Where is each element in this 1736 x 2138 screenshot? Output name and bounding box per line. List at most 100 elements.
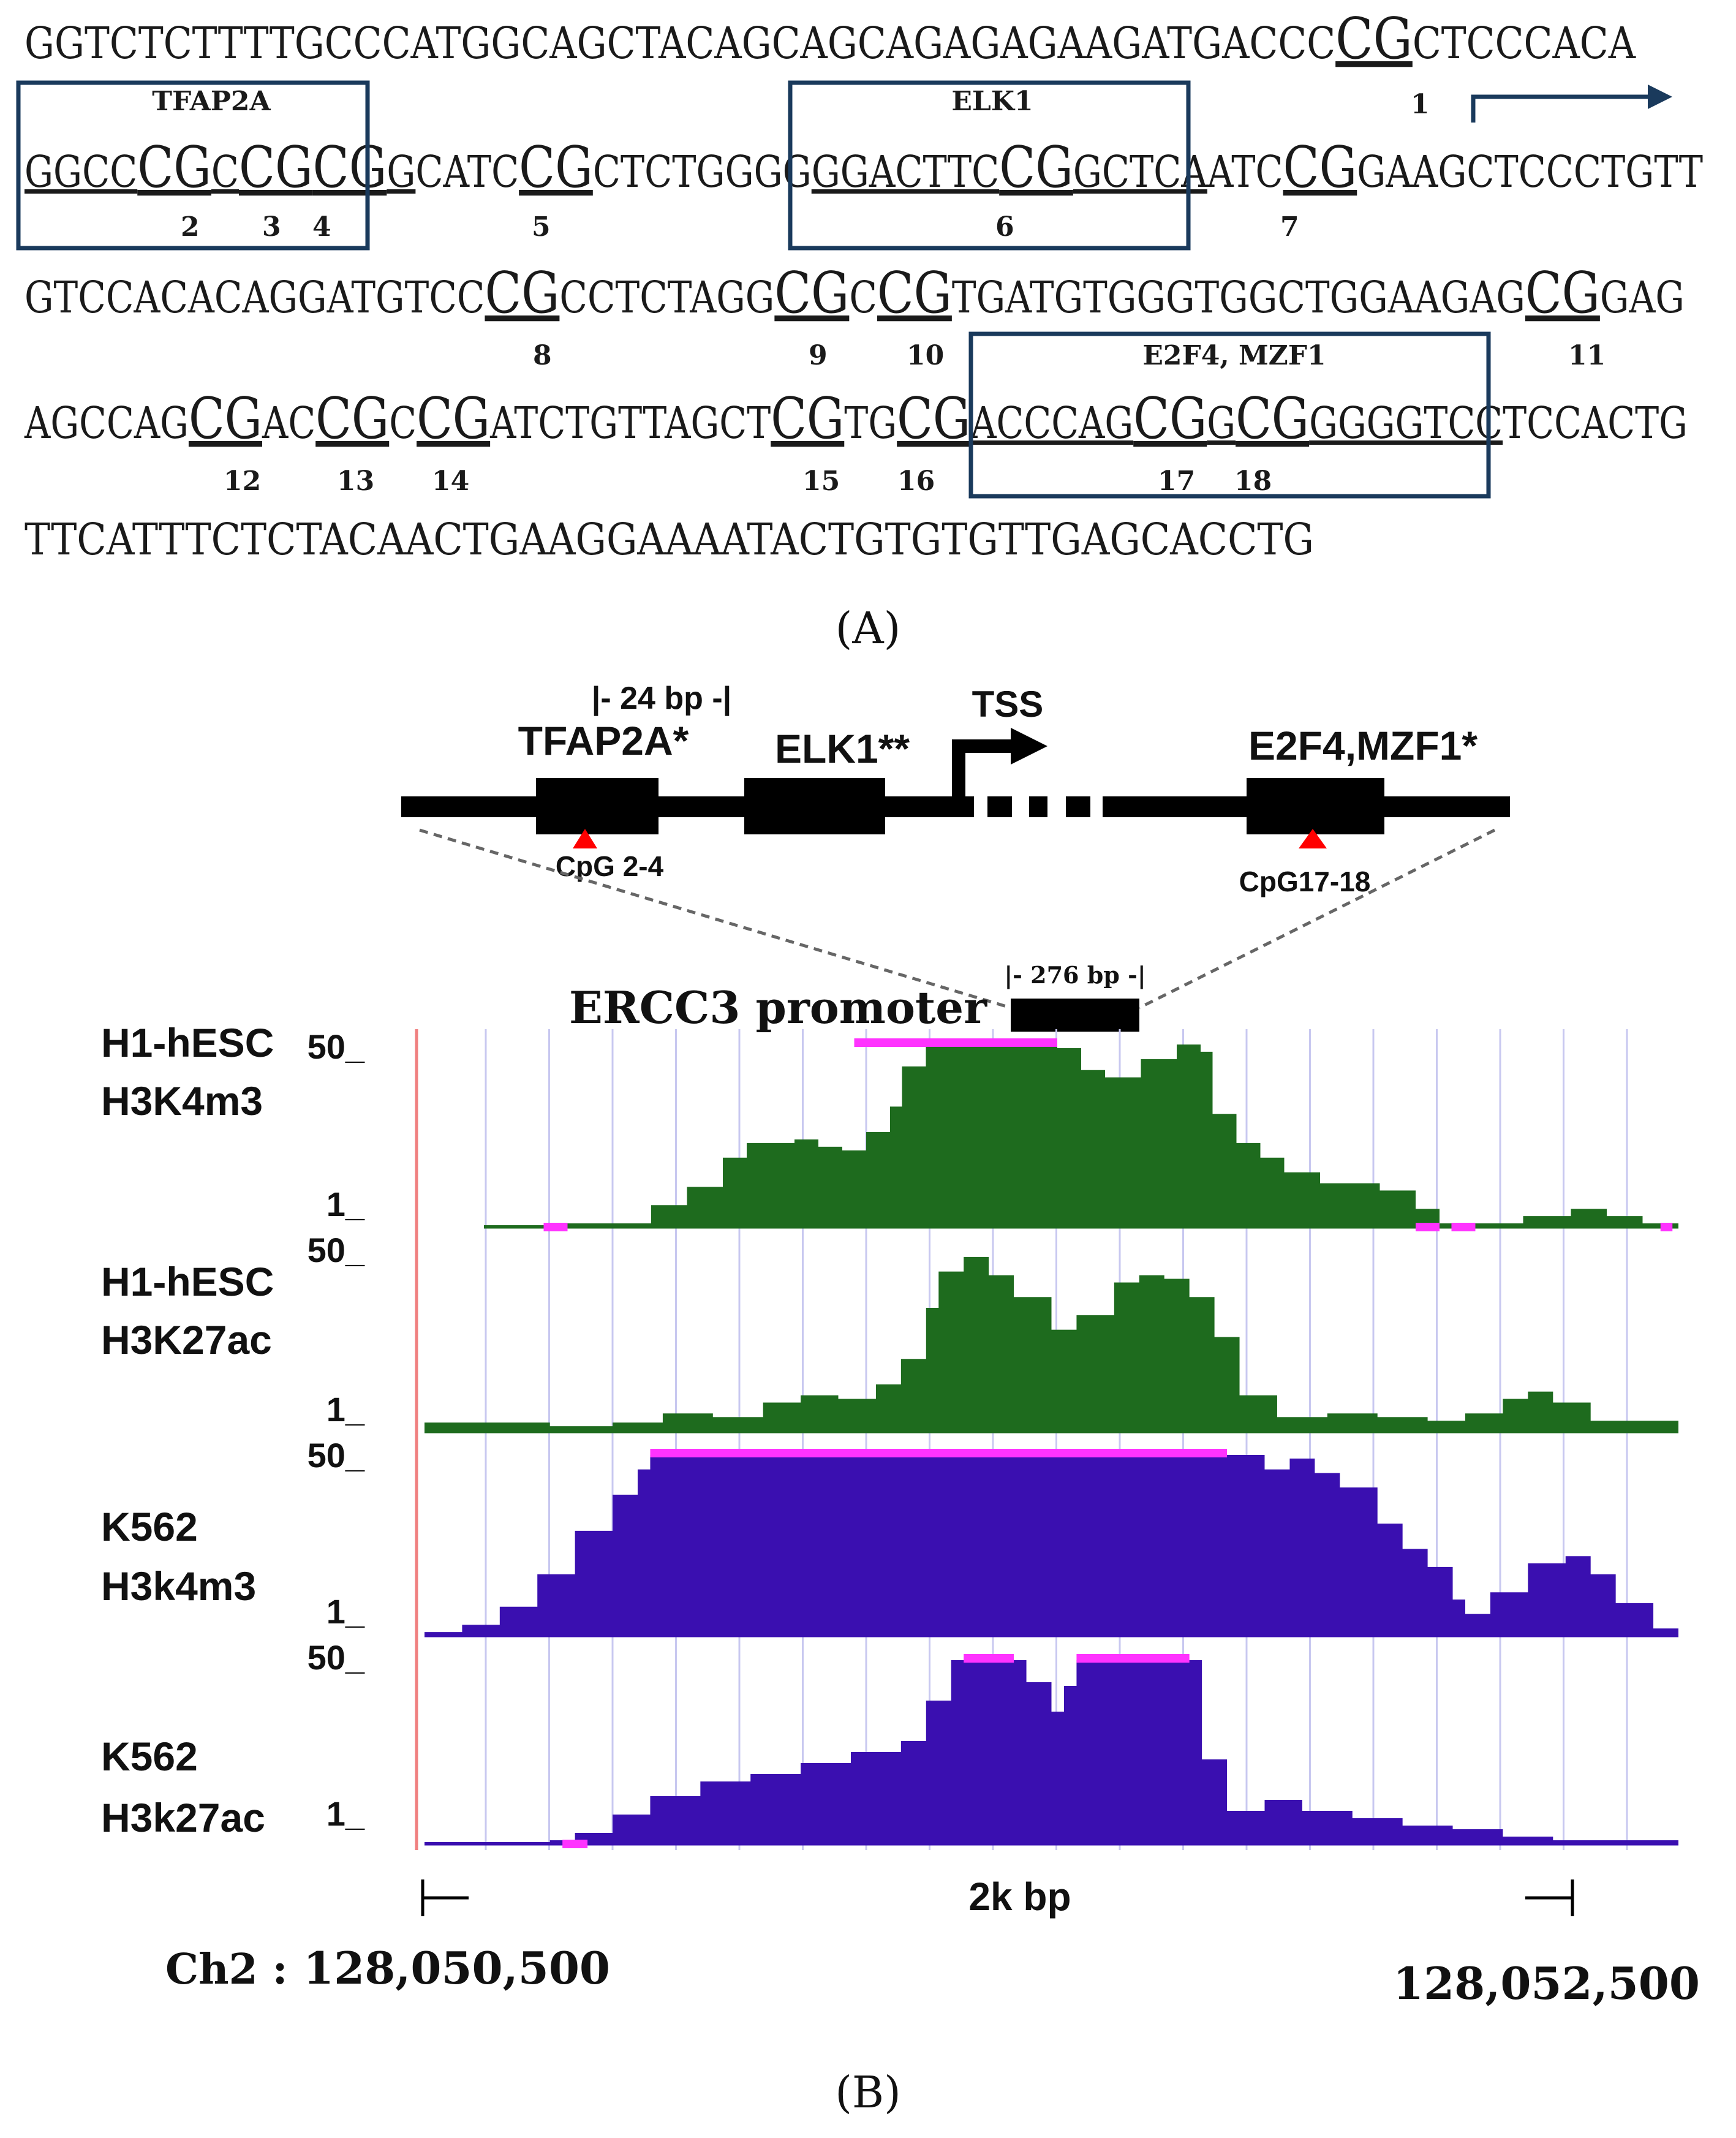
saturation-mark [562, 1840, 588, 1848]
cpg-site: CG [771, 385, 844, 451]
saturation-mark [650, 1449, 1228, 1457]
schematic-backbone-left [401, 796, 974, 817]
sequence-segment: AC [262, 398, 315, 448]
panel-a: GGTCTCTTTTGCCCATGGCAGCTACAGCAGCAGAGAGAAG… [16, 6, 1703, 654]
cpg-site: CG [1133, 385, 1207, 451]
genome-axis: 2k bp Ch2 : 128,050,500 128,052,500 [165, 1875, 1700, 2009]
cpg-number: 14 [432, 466, 469, 497]
sequence-segment: GGCC [25, 146, 137, 197]
track-scale-max: 50_ [308, 1231, 365, 1269]
cpg-site: CG [999, 134, 1073, 200]
schematic-label-e2f4-mzf1: E2F4,MZF1* [1248, 723, 1477, 768]
schematic-tss-arrowhead-icon [1011, 728, 1047, 765]
saturation-mark [1660, 1223, 1673, 1231]
saturation-mark [854, 1038, 1057, 1047]
chromosome-label: Ch2 : [165, 1945, 288, 1994]
cpg-site: CG [897, 385, 970, 451]
cpg-site: CG [137, 134, 211, 200]
cpg-site: CG [877, 260, 952, 326]
saturation-mark [543, 1223, 568, 1231]
sequence-line-2: GGCCCGCCGCGGCATCCGCTCTGGGGGGACTTCCGGCTCA… [25, 134, 1703, 200]
schematic-gap-dash [987, 796, 1012, 817]
sequence-line-4: AGCCAGCGACCGCCGATCTGTTAGCTCGTGCGACCCAGCG… [24, 385, 1688, 451]
sequence-line-3: GTCCACACAGGATGTCCCGCCTCTAGGCGCCGTGATGTGG… [25, 260, 1685, 326]
promoter-label: ERCC3 promoter [569, 981, 987, 1033]
cpg-number: 16 [897, 466, 935, 497]
sequence-segment: TTCATTTCTCTACAACTGAAGGAAAATACTGTGTGTTGAG… [25, 514, 1314, 565]
tf-box-e2f4-mzf1 [968, 331, 1491, 499]
cpg-number: 13 [337, 466, 374, 497]
schematic-box-elk1 [744, 778, 885, 834]
cpg-marker-icon [1299, 829, 1327, 848]
tf-box-label-tfap2a: TFAP2A [152, 86, 271, 117]
track-scale-max: 50_ [308, 1638, 365, 1677]
cpg-number: 6 [995, 211, 1014, 243]
signal-track-2 [425, 1256, 1678, 1432]
sequence-segment: TGATGTGGGTGGCTGGAAGAG [952, 272, 1525, 323]
sequence-segment: ATCTGTTAGCT [489, 398, 771, 448]
tss-label: TSS [972, 684, 1044, 725]
cpg-site: CG [417, 385, 490, 451]
cpg-number: 17 [1158, 466, 1195, 497]
track-label-line2: H3K4m3 [101, 1078, 263, 1124]
cpg-site: CG [1335, 6, 1413, 72]
tf-box-tfap2a [16, 80, 370, 251]
schematic-label-elk1: ELK1** [775, 726, 910, 771]
cpg-site: CG [189, 385, 262, 451]
cpg-number: 18 [1234, 466, 1272, 497]
bp-scale-label: |- 24 bp -| [592, 681, 731, 716]
sequence-segment: C [211, 146, 239, 197]
cpg-site: CG [485, 260, 559, 326]
sequence-segment: TG [844, 398, 897, 448]
sequence-segment: CTCCCACA [1413, 18, 1636, 69]
sequence-segment: GAAGCTCCCTGTT [1357, 146, 1703, 197]
schematic-box-tfap2a [536, 778, 659, 834]
signal-tracks: H1-hESC H3K4m3 50_ 1_ H1-hESC H3K27ac 50_ 1_ K56… [101, 1020, 1678, 1850]
signal-track-3 [425, 1455, 1678, 1636]
track-label-line1: H1-hESC [101, 1259, 274, 1304]
sequence-segment: CCTCTAGG [559, 272, 774, 323]
cpg-label-17-18: CpG17-18 [1239, 866, 1371, 897]
panel-b-label: (B) [835, 2067, 901, 2118]
track-label-line1: K562 [101, 1504, 198, 1549]
sequence-segment: GAG [1600, 272, 1685, 323]
track-scale-min: 1_ [326, 1794, 365, 1833]
track-label-line2: H3k27ac [101, 1795, 265, 1840]
sequence-segment: CATC [415, 146, 519, 197]
track-label-line2: H3k4m3 [101, 1563, 256, 1609]
sequence-segment: GGGGTCC [1309, 398, 1503, 448]
cpg-label-2-4: CpG 2-4 [556, 850, 664, 882]
cpg-site: CG [1525, 260, 1600, 326]
sequence-segment: GTCCACACAGGATGTCC [25, 272, 485, 323]
promoter-block [1011, 999, 1139, 1032]
cpg-number: 3 [262, 211, 281, 243]
cpg-number: 4 [312, 211, 331, 243]
track-scale-max: 50_ [308, 1436, 365, 1475]
cpg-site: CG [239, 134, 313, 200]
zoom-line-right [1138, 828, 1496, 1010]
schematic-gap-dash [1029, 796, 1047, 817]
sequence-segment: GGTCTCTTTTGCCCATGGCAGCTACAGCAGCAGAGAGAAG… [25, 18, 1335, 69]
cpg-number: 10 [907, 340, 944, 371]
cpg-site: CG [519, 134, 593, 200]
sequence-segment: AGCCAG [24, 398, 189, 448]
cpg-number: 2 [181, 211, 200, 243]
schematic-tss-arrow-icon [952, 739, 1014, 796]
cpg-site: CG [774, 260, 849, 326]
cpg-marker-icon [573, 829, 597, 848]
sequence-segment: ATC [1207, 146, 1283, 197]
signal-track-1 [484, 1044, 1678, 1227]
sequence-segment: G [387, 146, 415, 197]
cpg-number: 15 [802, 466, 840, 497]
cpg-number: 5 [532, 211, 551, 243]
saturation-mark [1416, 1223, 1440, 1231]
sequence-segment: ACCCAG [970, 398, 1133, 448]
cpg-site: CG [315, 385, 389, 451]
panel-a-label: (A) [836, 603, 901, 654]
signal-track-4 [425, 1660, 1678, 1844]
track-scale-min: 1_ [326, 1592, 365, 1631]
tss-arrowhead-icon [1648, 85, 1672, 109]
track-scale-max: 50_ [308, 1027, 365, 1066]
sequence-line-5: TTCATTTCTCTACAACTGAAGGAAAATACTGTGTGTTGAG… [25, 514, 1314, 565]
